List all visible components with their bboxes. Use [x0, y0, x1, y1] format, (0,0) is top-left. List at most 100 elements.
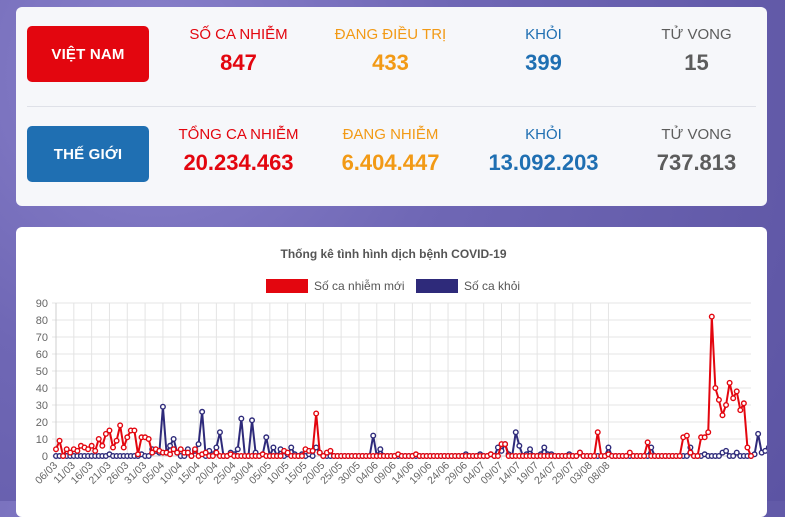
data-point-0 — [642, 454, 647, 459]
data-point-1 — [371, 433, 376, 438]
data-point-1 — [756, 432, 761, 437]
legend-swatch-1 — [416, 279, 458, 293]
data-point-0 — [742, 401, 747, 406]
data-point-0 — [300, 454, 305, 459]
y-tick-label: 20 — [36, 417, 48, 429]
summary-panel: VIỆT NAM SỐ CA NHIỄM 847 ĐANG ĐIỀU TRỊ 4… — [16, 7, 767, 206]
data-point-0 — [749, 454, 754, 459]
world-recovered-value: 13.092.203 — [471, 147, 616, 179]
data-point-0 — [118, 423, 123, 428]
data-point-0 — [702, 435, 707, 440]
vietnam-row: VIỆT NAM SỐ CA NHIỄM 847 ĐANG ĐIỀU TRỊ 4… — [16, 7, 767, 107]
data-point-0 — [496, 454, 501, 459]
data-point-1 — [378, 447, 383, 452]
data-point-1 — [214, 445, 219, 450]
data-point-0 — [695, 454, 700, 459]
vn-recovered-label: KHỎI — [471, 25, 616, 45]
vn-recovered-value: 399 — [471, 47, 616, 79]
data-point-0 — [734, 389, 739, 394]
data-point-0 — [107, 428, 112, 433]
data-point-0 — [193, 447, 198, 452]
data-point-0 — [677, 454, 682, 459]
y-tick-label: 60 — [36, 349, 48, 361]
data-point-0 — [136, 452, 141, 457]
data-point-1 — [264, 435, 269, 440]
world-recovered-label: KHỎI — [471, 125, 616, 145]
vn-treating-value: 433 — [318, 47, 463, 79]
y-tick-label: 80 — [36, 315, 48, 327]
data-point-0 — [54, 447, 59, 452]
world-cases-value: 20.234.463 — [166, 147, 311, 179]
y-tick-label: 30 — [36, 400, 48, 412]
data-point-0 — [310, 449, 315, 454]
data-point-1 — [517, 444, 522, 449]
data-point-1 — [513, 430, 518, 435]
data-point-1 — [289, 445, 294, 450]
world-deaths-value: 737.813 — [624, 147, 769, 179]
data-point-1 — [171, 437, 176, 442]
vn-treating-label: ĐANG ĐIỀU TRỊ — [318, 25, 463, 45]
vietnam-button[interactable]: VIỆT NAM — [27, 26, 149, 82]
vn-cases-stat: SỐ CA NHIỄM 847 — [166, 25, 311, 79]
data-point-0 — [168, 452, 173, 457]
vn-deaths-label: TỬ VONG — [624, 25, 769, 45]
data-point-0 — [111, 445, 116, 450]
data-point-0 — [713, 386, 718, 391]
data-point-1 — [235, 447, 240, 452]
data-point-0 — [132, 428, 137, 433]
data-point-0 — [717, 398, 722, 403]
y-tick-label: 0 — [42, 451, 48, 463]
world-active-label: ĐANG NHIỄM — [318, 125, 463, 145]
data-point-1 — [763, 449, 767, 454]
data-point-0 — [745, 445, 750, 450]
y-tick-label: 40 — [36, 383, 48, 395]
data-point-0 — [89, 444, 94, 449]
data-point-0 — [503, 442, 508, 447]
data-point-1 — [542, 445, 547, 450]
data-point-0 — [645, 440, 650, 445]
chart-title: Thống kê tình hình dịch bệnh COVID-19 — [281, 247, 507, 261]
vn-cases-label: SỐ CA NHIỄM — [166, 25, 311, 45]
data-point-0 — [709, 314, 714, 319]
data-point-1 — [271, 445, 276, 450]
data-point-0 — [720, 413, 725, 418]
data-point-0 — [121, 445, 126, 450]
data-point-0 — [727, 381, 732, 386]
world-cases-stat: TỔNG CA NHIỄM 20.234.463 — [166, 125, 311, 179]
data-point-0 — [100, 444, 105, 449]
world-deaths-stat: TỬ VONG 737.813 — [624, 125, 769, 179]
data-point-0 — [93, 449, 98, 454]
data-point-1 — [239, 416, 244, 421]
vn-recovered-stat: KHỎI 399 — [471, 25, 616, 79]
world-active-value: 6.404.447 — [318, 147, 463, 179]
legend-swatch-0 — [266, 279, 308, 293]
data-point-0 — [75, 449, 80, 454]
data-point-1 — [528, 447, 533, 452]
data-point-0 — [189, 454, 194, 459]
data-point-0 — [314, 411, 319, 416]
world-button[interactable]: THẾ GIỚI — [27, 126, 149, 182]
legend-label-1: Số ca khỏi — [464, 279, 520, 293]
data-point-0 — [731, 396, 736, 401]
data-point-0 — [278, 454, 283, 459]
chart-panel: Thống kê tình hình dịch bệnh COVID-19 Số … — [16, 227, 767, 517]
world-cases-label: TỔNG CA NHIỄM — [166, 125, 311, 145]
data-point-1 — [724, 449, 729, 454]
vn-treating-stat: ĐANG ĐIỀU TRỊ 433 — [318, 25, 463, 79]
world-recovered-stat: KHỎI 13.092.203 — [471, 125, 616, 179]
world-deaths-label: TỬ VONG — [624, 125, 769, 145]
data-point-1 — [606, 445, 611, 450]
data-point-1 — [161, 404, 166, 409]
data-point-0 — [328, 449, 333, 454]
legend-label-0: Số ca nhiễm mới — [314, 278, 405, 293]
data-point-0 — [592, 454, 597, 459]
y-tick-label: 70 — [36, 332, 48, 344]
covid-line-chart: Thống kê tình hình dịch bệnh COVID-19 Số … — [16, 227, 767, 501]
data-point-0 — [146, 437, 151, 442]
vn-deaths-value: 15 — [624, 47, 769, 79]
data-point-1 — [218, 430, 223, 435]
data-point-1 — [196, 442, 201, 447]
y-tick-label: 50 — [36, 366, 48, 378]
data-point-0 — [685, 433, 690, 438]
data-point-0 — [114, 438, 119, 443]
